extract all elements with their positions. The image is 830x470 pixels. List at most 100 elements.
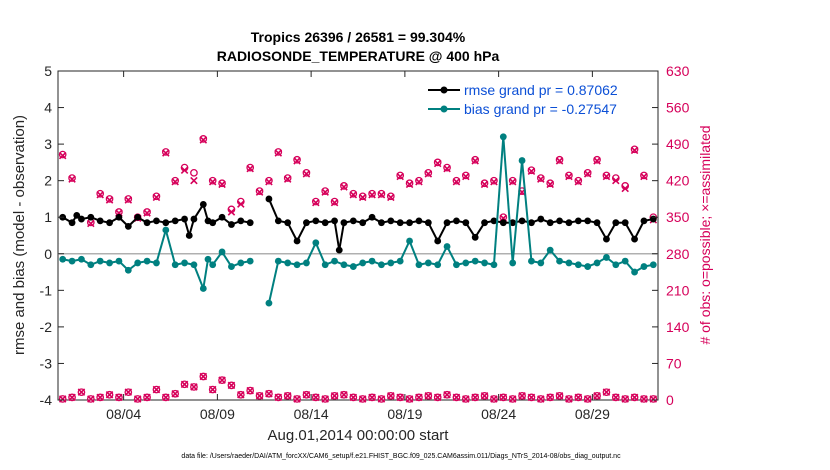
obs_low_possible-point bbox=[490, 395, 498, 403]
obs_assimilated-point bbox=[208, 177, 217, 186]
rmse-point bbox=[593, 219, 601, 227]
obs_low_assimilated-point bbox=[499, 393, 508, 402]
obs_low_possible-point bbox=[133, 395, 142, 403]
bias-point bbox=[293, 261, 301, 269]
obs_possible-point bbox=[630, 145, 639, 154]
obs_assimilated-point bbox=[218, 180, 226, 189]
obs_low_possible-point bbox=[574, 393, 583, 402]
obs_low_possible-point bbox=[368, 393, 376, 402]
y-tick-label-right: 140 bbox=[666, 319, 690, 335]
obs_assimilated-point bbox=[612, 176, 620, 185]
obs_assimilated-point bbox=[443, 164, 451, 173]
y-tick-label-right: 70 bbox=[666, 355, 682, 371]
obs_low_assimilated-point bbox=[593, 392, 601, 400]
obs_low_assimilated-point bbox=[471, 393, 479, 402]
obs_assimilated-point bbox=[405, 180, 414, 189]
obs_low_assimilated-point bbox=[527, 393, 536, 402]
obs_low_possible-point bbox=[555, 391, 564, 400]
rmse-segment bbox=[436, 222, 448, 242]
bias-point bbox=[387, 259, 395, 267]
obs_possible-point bbox=[565, 171, 573, 180]
obs_possible-point bbox=[68, 174, 76, 182]
bias-point bbox=[106, 259, 113, 267]
obs_low_possible-point bbox=[236, 390, 245, 399]
rmse-point bbox=[396, 219, 404, 227]
obs_low_possible-point bbox=[227, 381, 236, 390]
obs_possible-point bbox=[124, 195, 133, 203]
rmse-point bbox=[274, 217, 282, 225]
obs_low_possible-point bbox=[208, 385, 217, 394]
plot-area bbox=[57, 70, 659, 401]
rmse-point bbox=[574, 217, 582, 225]
obs_low_possible-point bbox=[115, 393, 123, 402]
obs_assimilated-point bbox=[527, 167, 536, 176]
obs_low_possible-point bbox=[218, 376, 226, 385]
obs_possible-point bbox=[302, 168, 311, 177]
rmse-point bbox=[621, 219, 629, 227]
bias-point bbox=[209, 261, 217, 269]
obs_assimilated-point bbox=[583, 170, 592, 178]
bias-point bbox=[481, 259, 488, 267]
obs_assimilated-point bbox=[490, 177, 498, 186]
obs_assimilated-point bbox=[565, 172, 573, 181]
obs_low_possible-point bbox=[527, 393, 536, 402]
bias-point bbox=[556, 257, 563, 265]
obs_possible-point bbox=[199, 135, 208, 143]
obs_possible-point bbox=[443, 163, 451, 172]
obs_low_assimilated-point bbox=[621, 395, 629, 403]
obs_low_assimilated-point bbox=[537, 395, 545, 403]
rmse-point bbox=[68, 219, 76, 227]
bias-point bbox=[584, 263, 592, 270]
y-tick-label-left: -2 bbox=[40, 319, 53, 335]
bias-segment bbox=[164, 229, 177, 266]
rmse-point bbox=[490, 217, 498, 225]
obs_low_possible-point bbox=[180, 380, 189, 389]
bias-point bbox=[471, 257, 479, 265]
rmse-point bbox=[96, 217, 104, 225]
rmse-point bbox=[209, 219, 217, 227]
bias-segment bbox=[314, 242, 327, 266]
rmse-point bbox=[434, 237, 442, 245]
obs_assimilated-point bbox=[452, 177, 461, 186]
bias-point bbox=[546, 246, 554, 254]
obs_low_assimilated-point bbox=[583, 395, 592, 403]
obs_assimilated-point bbox=[96, 191, 104, 199]
obs_low_possible-point bbox=[461, 395, 470, 403]
bias-point bbox=[246, 257, 254, 265]
bias-point bbox=[59, 255, 67, 263]
obs_low_assimilated-point bbox=[162, 393, 170, 402]
y-tick-label-left: -1 bbox=[40, 282, 53, 298]
rmse-point bbox=[124, 222, 132, 230]
obs_possible-point bbox=[161, 148, 170, 156]
obs_assimilated-point bbox=[471, 157, 479, 165]
obs_assimilated-point bbox=[124, 196, 133, 204]
obs_low_assimilated-point bbox=[227, 381, 236, 390]
obs_possible-point bbox=[358, 192, 367, 201]
obs_low_possible-point bbox=[293, 395, 301, 403]
obs_possible-point bbox=[255, 187, 264, 195]
obs_low_assimilated-point bbox=[630, 393, 639, 402]
rmse-point bbox=[321, 219, 329, 227]
obs_assimilated-point bbox=[368, 191, 376, 199]
obs_assimilated-point bbox=[293, 157, 301, 165]
y-tick-label-left: 3 bbox=[44, 136, 52, 152]
bias-point bbox=[115, 257, 123, 265]
obs_low_possible-point bbox=[480, 391, 489, 400]
obs_low_assimilated-point bbox=[387, 392, 395, 400]
y-axis-label-right: # of obs: o=possible; ×=assimilated bbox=[697, 125, 713, 344]
obs_assimilated-point bbox=[312, 198, 320, 207]
obs_low_possible-point bbox=[58, 395, 67, 403]
bias-point bbox=[434, 261, 442, 269]
obs_assimilated-point bbox=[199, 136, 208, 144]
obs_low_possible-point bbox=[105, 390, 114, 399]
obs_assimilated-point bbox=[68, 175, 76, 183]
obs_low_possible-point bbox=[124, 388, 133, 397]
rmse-point bbox=[537, 215, 545, 223]
y-tick-label-right: 210 bbox=[666, 282, 690, 298]
obs_low_possible-point bbox=[518, 391, 526, 400]
rmse-point bbox=[312, 217, 320, 225]
obs_possible-point bbox=[340, 182, 348, 190]
obs_assimilated-point bbox=[387, 193, 395, 202]
bias-point bbox=[565, 259, 573, 267]
x-tick-label: 08/24 bbox=[481, 406, 516, 422]
